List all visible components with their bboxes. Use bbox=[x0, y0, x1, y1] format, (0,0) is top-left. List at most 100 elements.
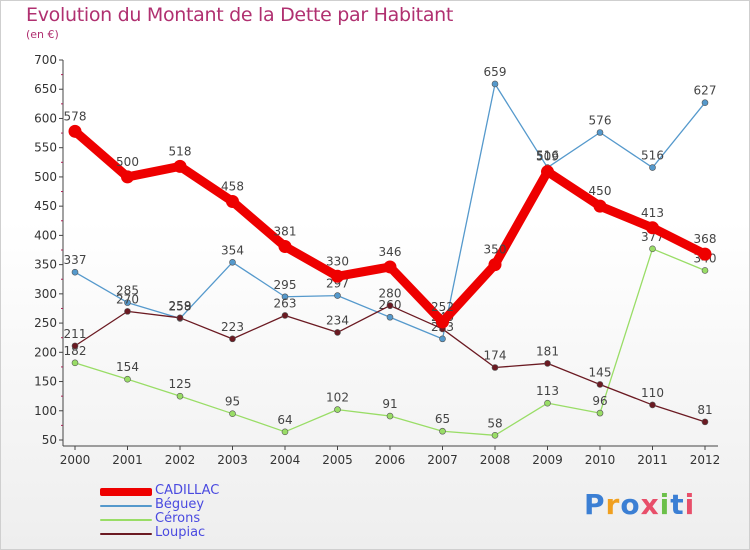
y-tick-label: 200 bbox=[34, 345, 57, 359]
x-tick-label: 2012 bbox=[690, 453, 721, 467]
data-label: 280 bbox=[379, 287, 402, 301]
data-point bbox=[68, 124, 82, 138]
data-point bbox=[176, 314, 184, 322]
data-label: 346 bbox=[379, 245, 402, 259]
x-tick-label: 2011 bbox=[637, 453, 668, 467]
data-label: 252 bbox=[431, 300, 454, 314]
data-point bbox=[698, 247, 712, 261]
data-point bbox=[386, 313, 394, 321]
y-tick-label: 400 bbox=[34, 228, 57, 242]
logo-letter: r bbox=[605, 488, 621, 521]
data-label: 576 bbox=[589, 113, 612, 127]
data-point bbox=[436, 315, 449, 329]
data-label: 154 bbox=[116, 360, 139, 374]
data-label: 64 bbox=[277, 413, 292, 427]
data-label: 58 bbox=[487, 416, 502, 430]
chart-unit-label: (en €) bbox=[26, 28, 59, 41]
data-label: 145 bbox=[589, 365, 612, 379]
logo-letter: P bbox=[584, 488, 606, 521]
data-point bbox=[649, 245, 656, 253]
data-point bbox=[229, 258, 236, 266]
data-point bbox=[173, 159, 187, 173]
data-label: 113 bbox=[536, 384, 559, 398]
data-label: 174 bbox=[484, 349, 507, 363]
x-tick-label: 2009 bbox=[532, 453, 563, 467]
data-label: 181 bbox=[536, 344, 559, 358]
data-point bbox=[281, 428, 289, 436]
data-label: 295 bbox=[274, 278, 297, 292]
legend-swatch bbox=[100, 488, 152, 496]
data-label: 259 bbox=[169, 299, 192, 313]
data-point bbox=[334, 329, 341, 336]
y-tick-label: 50 bbox=[42, 433, 57, 447]
data-point bbox=[121, 170, 134, 184]
y-tick-label: 600 bbox=[34, 111, 57, 125]
data-point bbox=[71, 359, 79, 367]
data-label: 96 bbox=[592, 394, 607, 408]
y-tick-label: 300 bbox=[34, 287, 57, 301]
data-label: 297 bbox=[326, 277, 349, 291]
data-label: 337 bbox=[64, 253, 87, 267]
data-label: 458 bbox=[221, 179, 244, 193]
legend-swatch bbox=[100, 519, 152, 521]
data-label: 234 bbox=[326, 313, 349, 327]
data-point bbox=[124, 375, 131, 383]
data-point bbox=[71, 342, 79, 350]
data-label: 500 bbox=[116, 155, 139, 169]
data-point bbox=[491, 364, 499, 371]
data-label: 81 bbox=[697, 403, 712, 417]
data-point bbox=[649, 164, 656, 171]
data-point bbox=[383, 260, 397, 274]
data-point bbox=[334, 292, 341, 299]
logo-letter: i bbox=[659, 488, 671, 521]
data-label: 270 bbox=[116, 292, 139, 306]
x-tick-label: 2010 bbox=[585, 453, 616, 467]
data-label: 354 bbox=[221, 243, 244, 257]
data-point bbox=[593, 199, 607, 213]
x-tick-label: 2000 bbox=[60, 453, 91, 467]
data-point bbox=[646, 221, 659, 235]
data-point bbox=[541, 165, 554, 179]
proxiti-logo: Proxiti bbox=[584, 488, 695, 521]
data-point bbox=[596, 381, 604, 388]
data-point bbox=[701, 99, 709, 106]
data-point bbox=[386, 412, 394, 420]
y-tick-label: 550 bbox=[34, 141, 57, 155]
legend-label: CADILLAC bbox=[155, 483, 220, 498]
legend-label: Loupiac bbox=[155, 525, 206, 540]
legend-label: Béguey bbox=[155, 497, 205, 512]
data-point bbox=[331, 269, 344, 283]
data-point bbox=[439, 427, 446, 435]
y-tick-label: 700 bbox=[34, 53, 57, 67]
data-point bbox=[544, 360, 551, 367]
data-point bbox=[701, 267, 709, 274]
data-label: 285 bbox=[116, 284, 139, 298]
data-label: 516 bbox=[641, 149, 664, 163]
data-label: 110 bbox=[641, 386, 664, 400]
data-point bbox=[701, 418, 709, 426]
data-point bbox=[71, 268, 79, 276]
x-tick-label: 2007 bbox=[427, 453, 458, 467]
y-tick-label: 450 bbox=[34, 199, 57, 213]
data-point bbox=[386, 302, 394, 309]
data-point bbox=[124, 299, 131, 306]
data-point bbox=[124, 308, 131, 315]
y-tick-label: 650 bbox=[34, 82, 57, 96]
data-label: 125 bbox=[169, 377, 192, 391]
data-point bbox=[229, 410, 236, 417]
x-tick-label: 2002 bbox=[165, 453, 196, 467]
data-label: 509 bbox=[536, 150, 559, 164]
x-tick-label: 2008 bbox=[480, 453, 511, 467]
data-point bbox=[596, 409, 604, 417]
data-point bbox=[649, 401, 656, 409]
data-point bbox=[439, 335, 446, 343]
data-point bbox=[596, 129, 604, 136]
data-label: 330 bbox=[326, 254, 349, 268]
data-point bbox=[176, 392, 184, 400]
data-label: 102 bbox=[326, 391, 349, 405]
y-tick-label: 100 bbox=[34, 404, 57, 418]
data-point bbox=[488, 258, 502, 272]
legend-label: Cérons bbox=[155, 511, 201, 526]
